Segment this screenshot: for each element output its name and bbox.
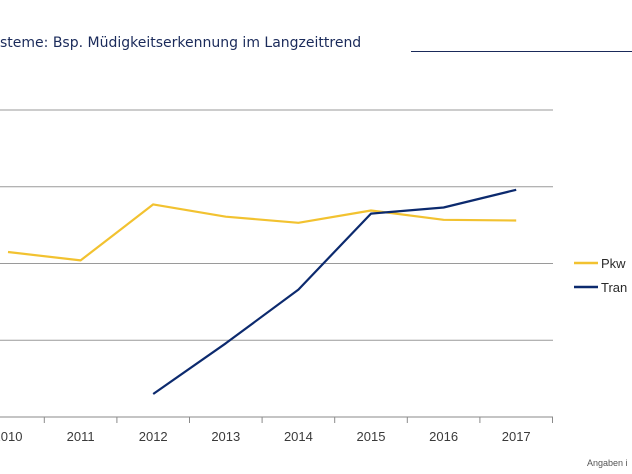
- x-axis-labels: 2010 2011 2012 2013 2014 2015 2016 2017: [0, 429, 531, 444]
- grid-lines: [0, 109, 553, 418]
- x-tick-label: 2017: [502, 429, 531, 444]
- series-line-pkw: [7, 203, 517, 262]
- footnote: Angaben i: [587, 458, 628, 468]
- x-tick-label: 2011: [67, 429, 95, 444]
- series-line-tran: [152, 188, 517, 395]
- series-lines: [7, 188, 517, 395]
- x-tick-label: 2014: [284, 429, 313, 444]
- x-tick-label: 2010: [0, 429, 22, 444]
- legend-label-tran: Tran: [601, 280, 627, 295]
- chart-title: steme: Bsp. Müdigkeitserkennung im Langz…: [0, 35, 362, 51]
- x-tick-label: 2013: [211, 429, 240, 444]
- x-tick-label: 2015: [357, 429, 386, 444]
- x-tick-label: 2016: [429, 429, 458, 444]
- legend: Pkw Tran: [574, 256, 627, 295]
- x-tick-label: 2012: [139, 429, 168, 444]
- title-rule: [411, 51, 632, 52]
- legend-label-pkw: Pkw: [601, 256, 626, 271]
- x-tick-marks: [43, 417, 553, 423]
